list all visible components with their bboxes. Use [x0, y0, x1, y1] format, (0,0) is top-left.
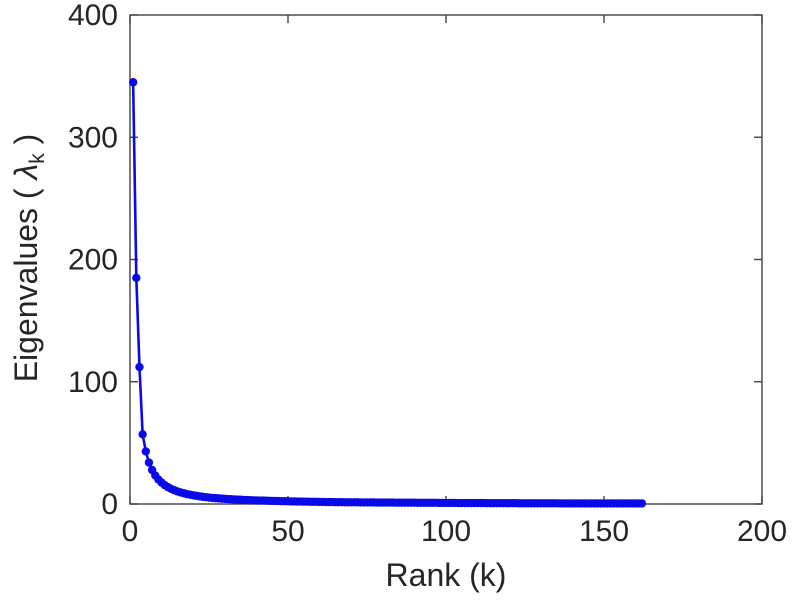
data-point-marker	[132, 273, 141, 283]
data-point-marker	[141, 447, 150, 456]
y-tick-label: 0	[101, 488, 118, 521]
y-tick-label: 100	[68, 366, 118, 399]
data-point-marker	[144, 458, 154, 467]
x-tick-label: 0	[122, 515, 139, 548]
y-tick-label: 400	[68, 0, 118, 32]
x-axis-label-text: Rank (k)	[385, 557, 507, 593]
x-tick-label: 50	[271, 515, 304, 548]
lambda-subscript: k	[26, 153, 49, 164]
y-axis-label: Eigenvalues ( λk )	[5, 0, 49, 558]
lambda-symbol: λ	[8, 163, 44, 180]
y-axis-label-suffix: )	[8, 133, 44, 154]
data-point-marker	[138, 430, 147, 439]
data-point-marker	[637, 499, 647, 508]
y-tick-label: 200	[68, 244, 118, 277]
x-tick-label: 100	[421, 515, 471, 548]
series-line-eigenvalue-scree	[131, 80, 644, 505]
x-axis-label: Rank (k)	[130, 557, 762, 594]
x-tick-label: 150	[579, 515, 629, 548]
y-axis-label-prefix: Eigenvalues (	[8, 179, 44, 383]
plot-box	[129, 14, 763, 505]
data-point-marker	[135, 362, 144, 372]
y-tick-label: 300	[68, 121, 118, 154]
data-point-marker	[128, 78, 138, 87]
x-tick-label: 200	[737, 515, 787, 548]
